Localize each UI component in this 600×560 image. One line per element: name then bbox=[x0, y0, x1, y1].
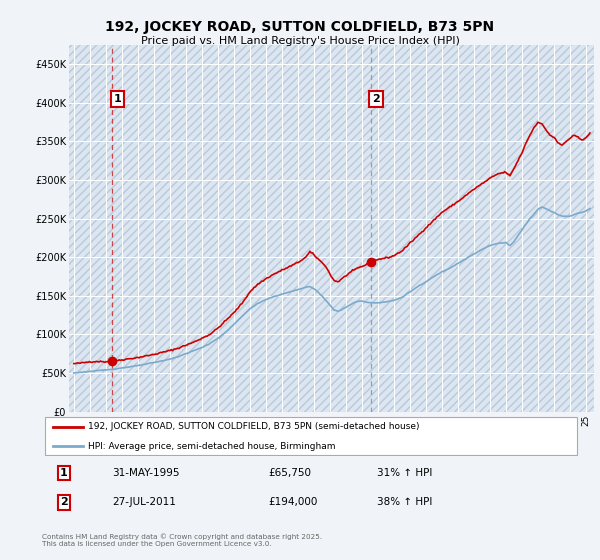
Text: £65,750: £65,750 bbox=[269, 468, 312, 478]
FancyBboxPatch shape bbox=[45, 417, 577, 455]
Text: 1: 1 bbox=[113, 94, 121, 104]
Text: £194,000: £194,000 bbox=[269, 497, 318, 507]
Text: 192, JOCKEY ROAD, SUTTON COLDFIELD, B73 5PN: 192, JOCKEY ROAD, SUTTON COLDFIELD, B73 … bbox=[106, 20, 494, 34]
Text: Contains HM Land Registry data © Crown copyright and database right 2025.
This d: Contains HM Land Registry data © Crown c… bbox=[42, 533, 322, 547]
Text: 38% ↑ HPI: 38% ↑ HPI bbox=[377, 497, 432, 507]
Text: 31-MAY-1995: 31-MAY-1995 bbox=[112, 468, 180, 478]
Text: 31% ↑ HPI: 31% ↑ HPI bbox=[377, 468, 432, 478]
Text: 27-JUL-2011: 27-JUL-2011 bbox=[112, 497, 176, 507]
Text: 2: 2 bbox=[372, 94, 380, 104]
Text: HPI: Average price, semi-detached house, Birmingham: HPI: Average price, semi-detached house,… bbox=[88, 442, 335, 451]
Text: 2: 2 bbox=[60, 497, 67, 507]
Text: 1: 1 bbox=[60, 468, 67, 478]
Text: 192, JOCKEY ROAD, SUTTON COLDFIELD, B73 5PN (semi-detached house): 192, JOCKEY ROAD, SUTTON COLDFIELD, B73 … bbox=[88, 422, 419, 431]
Text: Price paid vs. HM Land Registry's House Price Index (HPI): Price paid vs. HM Land Registry's House … bbox=[140, 36, 460, 46]
